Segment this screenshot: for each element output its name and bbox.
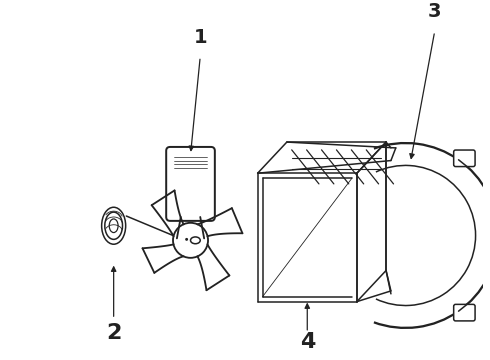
- FancyBboxPatch shape: [166, 147, 215, 221]
- Circle shape: [185, 238, 188, 241]
- FancyBboxPatch shape: [454, 304, 475, 321]
- FancyBboxPatch shape: [454, 150, 475, 167]
- Circle shape: [173, 223, 208, 258]
- Text: 4: 4: [299, 333, 315, 352]
- Text: 3: 3: [428, 3, 441, 22]
- Text: 1: 1: [194, 28, 207, 47]
- Text: 2: 2: [106, 323, 122, 343]
